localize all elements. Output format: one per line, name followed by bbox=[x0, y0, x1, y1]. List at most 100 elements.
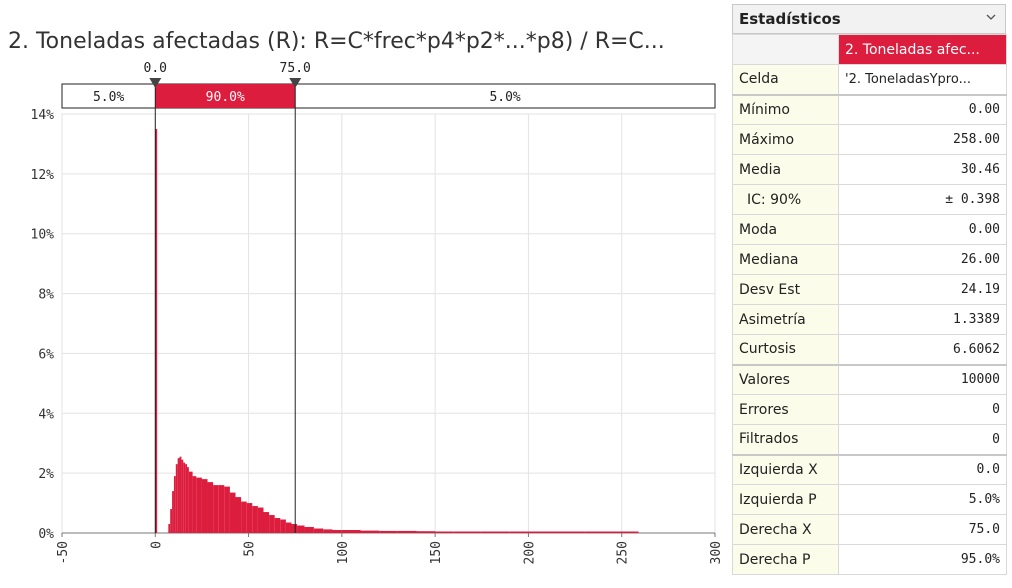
histogram-bar bbox=[332, 530, 342, 533]
histogram-bar bbox=[188, 471, 193, 533]
stats-row-label: Izquierda X bbox=[732, 453, 839, 485]
histogram-bar bbox=[246, 503, 253, 533]
histogram-bar bbox=[196, 477, 202, 533]
histogram-bar bbox=[257, 507, 264, 533]
stats-row[interactable]: Asimetría 1.3389 bbox=[732, 304, 1007, 335]
histogram-bar bbox=[341, 530, 361, 533]
stats-row-label: Desv Est bbox=[732, 274, 839, 305]
band-left-pct: 5.0% bbox=[93, 90, 124, 105]
stats-panel: Estadísticos 2. Toneladas afec... Celda '2… bbox=[732, 4, 1007, 586]
histogram-bar bbox=[179, 456, 182, 533]
chevron-down-icon[interactable] bbox=[985, 11, 997, 23]
x-tick-label: 200 bbox=[522, 541, 537, 564]
histogram-bar bbox=[453, 531, 482, 533]
stats-row-value: 0 bbox=[838, 424, 1007, 455]
histogram-bar bbox=[636, 531, 639, 533]
stats-row[interactable]: Derecha X 75.0 bbox=[732, 514, 1007, 545]
histogram-bar bbox=[175, 464, 178, 533]
band-right-pct: 5.0% bbox=[489, 90, 520, 105]
stats-row-value: '2. ToneladasYpro... bbox=[838, 64, 1007, 95]
band-middle bbox=[155, 84, 296, 108]
histogram-bar bbox=[187, 467, 189, 533]
stats-row-label: Mediana bbox=[732, 244, 839, 275]
histogram-bar bbox=[285, 522, 292, 533]
stats-row-value: 1.3389 bbox=[838, 304, 1007, 335]
stats-row-label: Celda bbox=[732, 64, 839, 95]
histogram-bar bbox=[185, 464, 188, 533]
stats-row[interactable]: Valores 10000 bbox=[732, 363, 1007, 395]
histogram-bar bbox=[481, 531, 510, 533]
stats-row[interactable]: Moda 0.00 bbox=[732, 214, 1007, 245]
histogram-bar bbox=[181, 459, 184, 533]
histogram-bar bbox=[274, 518, 281, 533]
histogram-bar bbox=[435, 531, 454, 533]
stats-row-label: Valores bbox=[732, 363, 839, 395]
stats-row[interactable]: Celda '2. ToneladasYpro... bbox=[732, 64, 1007, 95]
histogram-bar bbox=[183, 462, 186, 533]
histogram-bar bbox=[241, 501, 247, 533]
histogram-bar bbox=[173, 476, 176, 533]
histogram-bar bbox=[235, 497, 242, 533]
histogram-bar bbox=[172, 491, 174, 533]
stats-row-label: IC: 90% bbox=[732, 184, 839, 215]
stats-row[interactable]: Errores 0 bbox=[732, 394, 1007, 425]
histogram-bar bbox=[360, 530, 380, 533]
histogram-bar bbox=[229, 492, 236, 533]
stats-row-value: 0.0 bbox=[838, 453, 1007, 485]
stats-row[interactable]: IC: 90% ± 0.398 bbox=[732, 184, 1007, 215]
histogram-bar bbox=[155, 128, 158, 533]
stats-row-label: Máximo bbox=[732, 124, 839, 155]
stats-row-label: Moda bbox=[732, 214, 839, 245]
stats-row-label: Asimetría bbox=[732, 304, 839, 335]
histogram-chart: 2. Toneladas afectadas (R): R=C*frec*p4*… bbox=[8, 29, 724, 564]
histogram-bar bbox=[323, 529, 333, 533]
stats-row[interactable]: Mediana 26.00 bbox=[732, 244, 1007, 275]
stats-row[interactable]: Filtrados 0 bbox=[732, 424, 1007, 455]
stats-row-value: 75.0 bbox=[838, 514, 1007, 545]
stats-row[interactable]: Mínimo 0.00 bbox=[732, 93, 1007, 125]
stats-header[interactable]: Estadísticos bbox=[732, 4, 1006, 34]
histogram-bar bbox=[201, 479, 208, 533]
left-marker-triangle[interactable] bbox=[149, 78, 162, 88]
histogram-bar bbox=[584, 531, 637, 533]
histogram-bar bbox=[192, 476, 197, 533]
x-tick-label: 150 bbox=[429, 541, 444, 564]
histogram-bar bbox=[168, 524, 171, 533]
stats-row[interactable]: Izquierda P 5.0% bbox=[732, 484, 1007, 515]
histogram-bar bbox=[509, 531, 585, 533]
histogram-bar bbox=[269, 515, 275, 533]
stats-row[interactable]: Curtosis 6.6062 bbox=[732, 334, 1007, 365]
histogram-bar bbox=[177, 458, 180, 533]
stats-row-value: 0.00 bbox=[838, 214, 1007, 245]
y-tick-label: 10% bbox=[31, 228, 55, 243]
stats-row[interactable]: Izquierda X 0.0 bbox=[732, 453, 1007, 485]
histogram-bar bbox=[224, 486, 230, 533]
histogram-bar bbox=[252, 506, 258, 533]
y-axis-ticks: 0% 2% 4% 6% 8% 10% 12% 14% bbox=[31, 108, 55, 542]
stats-row[interactable]: Media 30.46 bbox=[732, 154, 1007, 185]
stats-row-label: Filtrados bbox=[732, 424, 839, 455]
histogram-bar bbox=[304, 527, 314, 533]
stats-row-value: 0.00 bbox=[838, 93, 1007, 125]
histogram-bar bbox=[291, 524, 298, 533]
stats-row-label: Derecha X bbox=[732, 514, 839, 545]
histogram-bar bbox=[379, 530, 398, 533]
stats-row[interactable]: Desv Est 24.19 bbox=[732, 274, 1007, 305]
chart-title: 2. Toneladas afectadas (R): R=C*frec*p4*… bbox=[8, 29, 665, 54]
histogram-bar bbox=[313, 528, 324, 533]
stats-row[interactable]: Máximo 258.00 bbox=[732, 124, 1007, 155]
stats-row-value: ± 0.398 bbox=[838, 184, 1007, 215]
y-tick-label: 4% bbox=[38, 407, 54, 422]
right-marker-triangle[interactable] bbox=[289, 78, 302, 88]
stats-row-value: 5.0% bbox=[838, 484, 1007, 515]
left-marker-label: 0.0 bbox=[144, 61, 167, 76]
x-tick-label: 50 bbox=[243, 541, 258, 557]
x-tick-label: 300 bbox=[709, 541, 724, 564]
stats-column-header[interactable]: 2. Toneladas afec... bbox=[838, 34, 1007, 65]
stats-row-label: Media bbox=[732, 154, 839, 185]
histogram-bar bbox=[397, 530, 417, 533]
y-tick-label: 14% bbox=[31, 108, 55, 123]
stats-row-value: 6.6062 bbox=[838, 334, 1007, 365]
stats-row[interactable]: Derecha P 95.0% bbox=[732, 544, 1007, 575]
percentile-band[interactable]: 5.0% 90.0% 5.0% 0.0 75.0 bbox=[61, 61, 716, 533]
